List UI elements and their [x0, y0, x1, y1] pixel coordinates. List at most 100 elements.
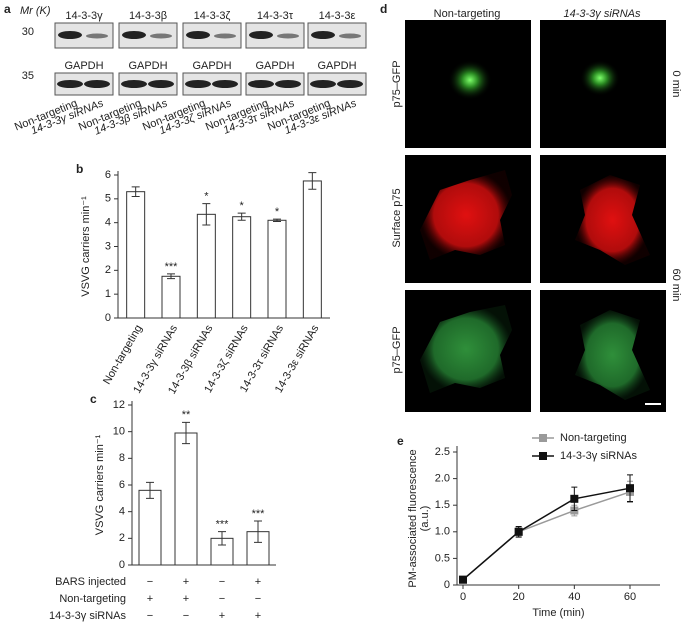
band	[86, 33, 108, 39]
bar	[302, 180, 322, 319]
condition-mark: −	[219, 576, 225, 588]
x-tick-label: 40	[568, 591, 580, 603]
condition-mark: +	[147, 593, 153, 605]
band	[249, 31, 273, 39]
bar	[232, 216, 252, 319]
condition-name: Non-targeting	[59, 593, 126, 605]
x-tick-label: 60	[624, 591, 636, 603]
band	[150, 33, 172, 39]
error-bar	[167, 273, 175, 280]
band	[212, 80, 238, 88]
y-tick-label: 5	[105, 193, 111, 205]
band	[277, 33, 299, 39]
cell-signal	[575, 175, 650, 265]
loading-label: GAPDH	[64, 60, 103, 72]
condition-mark: −	[147, 610, 153, 622]
error-bar	[146, 481, 154, 499]
column-label: 14-3-3γ siRNAs	[563, 8, 641, 20]
y-axis-label: PM-associated fluorescence	[407, 449, 419, 587]
bar	[126, 191, 146, 319]
condition-mark: +	[255, 610, 261, 622]
significance: *	[204, 191, 209, 203]
time-label: 0 min	[670, 71, 682, 98]
band	[148, 80, 174, 88]
y-tick-label: 1.0	[435, 526, 450, 538]
row-label: Surface p75	[391, 188, 403, 247]
cell-signal	[580, 60, 620, 96]
protein-label: 14-3-3β	[129, 10, 167, 22]
y-tick-label: 1.5	[435, 499, 450, 511]
row-label: p75–GFP	[391, 326, 403, 373]
micrographs	[405, 20, 666, 412]
condition-mark: −	[147, 576, 153, 588]
error-bar	[202, 203, 211, 226]
condition-mark: +	[183, 593, 189, 605]
protein-label: 14-3-3ζ	[194, 10, 231, 22]
y-tick-label: 2	[105, 264, 111, 276]
band	[121, 80, 147, 88]
y-tick-label: 2.0	[435, 473, 450, 485]
significance: *	[240, 200, 245, 212]
band	[84, 80, 110, 88]
band	[310, 80, 336, 88]
cell-signal	[420, 305, 512, 393]
time-label: 60 min	[670, 268, 682, 301]
x-tick-label: 20	[513, 591, 525, 603]
error-bar	[131, 186, 140, 197]
marker	[514, 527, 523, 536]
significance: *	[275, 206, 280, 218]
condition-mark: −	[183, 610, 189, 622]
significance: ***	[165, 261, 179, 273]
band	[311, 31, 335, 39]
cell-signal	[420, 170, 512, 260]
y-tick-label: 2.5	[435, 446, 450, 458]
significance: ***	[216, 519, 230, 531]
protein-label: 14-3-3γ	[65, 10, 103, 22]
condition-name: 14-3-3γ siRNAs	[49, 610, 127, 622]
bar	[138, 489, 162, 566]
protein-label: 14-3-3τ	[257, 10, 294, 22]
y-tick-label: 6	[119, 479, 125, 491]
y-tick-label: 8	[119, 452, 125, 464]
y-tick-label: 0	[105, 312, 111, 324]
loading-label: GAPDH	[128, 60, 167, 72]
band	[185, 80, 211, 88]
x-tick-label: 0	[460, 591, 466, 603]
loading-label: GAPDH	[255, 60, 294, 72]
y-tick-label: 0.5	[435, 552, 450, 564]
band	[275, 80, 301, 88]
legend-label: Non-targeting	[560, 432, 627, 444]
panel-label: b	[76, 162, 83, 176]
y-tick-label: 3	[105, 240, 111, 252]
mw-label: Mr (K)	[20, 5, 51, 17]
y-tick-label: 4	[105, 217, 111, 229]
y-tick-label: 10	[113, 426, 125, 438]
error-bar	[308, 172, 317, 190]
marker	[459, 575, 467, 584]
y-axis-label: VSVG carriers min⁻¹	[80, 196, 92, 297]
series-line	[462, 491, 631, 581]
loading-label: GAPDH	[317, 60, 356, 72]
condition-mark: +	[219, 610, 225, 622]
x-axis-label: Time (min)	[532, 607, 584, 619]
y-tick-label: 6	[105, 169, 111, 181]
y-tick-label: 0	[119, 559, 125, 571]
y-tick-label: 0	[444, 579, 450, 591]
marker	[570, 494, 579, 503]
bar	[267, 219, 287, 319]
row-label: p75–GFP	[391, 60, 403, 107]
marker	[626, 484, 634, 493]
y-axis-label: VSVG carriers min⁻¹	[94, 434, 106, 535]
error-bar	[237, 212, 246, 221]
band	[248, 80, 274, 88]
band	[339, 33, 361, 39]
error-bar	[254, 520, 262, 543]
band	[57, 80, 83, 88]
condition-mark: +	[183, 576, 189, 588]
series-line	[462, 487, 631, 581]
panel-label: c	[90, 392, 97, 406]
error-bar	[218, 531, 226, 546]
bar	[196, 213, 216, 319]
band	[122, 31, 146, 39]
y-tick-label: 12	[113, 399, 125, 411]
